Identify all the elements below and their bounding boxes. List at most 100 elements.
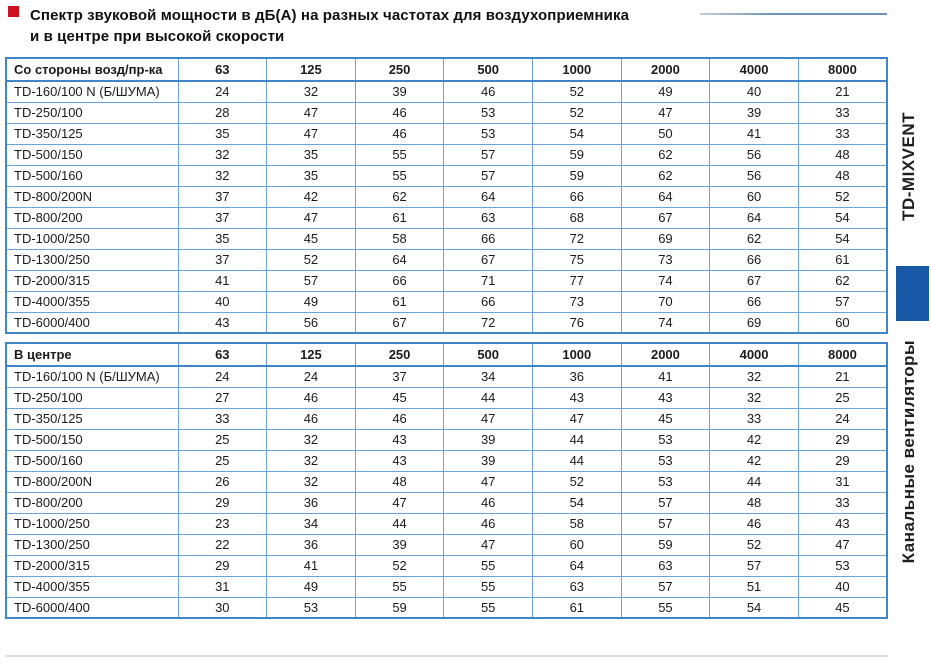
value-cell: 29 bbox=[177, 554, 268, 577]
value-cell: 45 bbox=[266, 227, 356, 250]
value-cell: 33 bbox=[797, 101, 888, 124]
value-cell: 35 bbox=[266, 164, 356, 187]
value-cell: 27 bbox=[177, 386, 268, 409]
value-cell: 56 bbox=[709, 143, 799, 166]
value-cell: 36 bbox=[266, 533, 356, 556]
value-cell: 29 bbox=[177, 491, 268, 514]
value-cell: 40 bbox=[177, 290, 268, 313]
frequency-header-cell: 2000 bbox=[620, 57, 711, 82]
table-row: TD-800/200N 37 42 62 64 66 64 60 52 bbox=[5, 185, 888, 208]
value-cell: 47 bbox=[532, 407, 622, 430]
model-cell: TD-4000/355 bbox=[5, 575, 179, 598]
table-row: TD-2000/315 29 41 52 55 64 63 57 53 bbox=[5, 554, 888, 577]
value-cell: 33 bbox=[709, 407, 799, 430]
value-cell: 33 bbox=[797, 491, 888, 514]
value-cell: 64 bbox=[532, 554, 622, 577]
value-cell: 53 bbox=[443, 122, 533, 145]
value-cell: 46 bbox=[354, 101, 445, 124]
value-cell: 54 bbox=[709, 596, 799, 619]
value-cell: 69 bbox=[620, 227, 711, 250]
value-cell: 61 bbox=[797, 248, 888, 271]
value-cell: 72 bbox=[443, 311, 533, 334]
value-cell: 33 bbox=[797, 122, 888, 145]
value-cell: 62 bbox=[709, 227, 799, 250]
value-cell: 54 bbox=[532, 122, 622, 145]
model-cell: TD-800/200 bbox=[5, 206, 179, 229]
value-cell: 47 bbox=[620, 101, 711, 124]
table-row: TD-500/150 25 32 43 39 44 53 42 29 bbox=[5, 428, 888, 451]
value-cell: 47 bbox=[354, 491, 445, 514]
frequency-header-cell: 63 bbox=[177, 57, 268, 82]
table-row: TD-350/125 33 46 46 47 47 45 33 24 bbox=[5, 407, 888, 430]
value-cell: 24 bbox=[797, 407, 888, 430]
value-cell: 43 bbox=[354, 449, 445, 472]
model-cell: TD-500/150 bbox=[5, 428, 179, 451]
model-cell: TD-500/160 bbox=[5, 449, 179, 472]
value-cell: 53 bbox=[620, 470, 711, 493]
sidebar-category-label: Канальные вентиляторы bbox=[899, 340, 918, 564]
model-cell: TD-250/100 bbox=[5, 386, 179, 409]
value-cell: 74 bbox=[620, 311, 711, 334]
frequency-header-cell: 8000 bbox=[797, 342, 888, 367]
table-row: TD-6000/400 43 56 67 72 76 74 69 60 bbox=[5, 311, 888, 334]
value-cell: 48 bbox=[797, 143, 888, 166]
value-cell: 46 bbox=[443, 512, 533, 535]
table-row: TD-1000/250 35 45 58 66 72 69 62 54 bbox=[5, 227, 888, 250]
value-cell: 59 bbox=[532, 143, 622, 166]
value-cell: 55 bbox=[354, 575, 445, 598]
value-cell: 77 bbox=[532, 269, 622, 292]
model-cell: TD-1300/250 bbox=[5, 248, 179, 271]
value-cell: 32 bbox=[177, 143, 268, 166]
table-inlet-side: Со стороны возд/пр-ка 63 125 250 500 1000 200… bbox=[5, 57, 888, 334]
value-cell: 67 bbox=[443, 248, 533, 271]
model-cell: TD-6000/400 bbox=[5, 596, 179, 619]
value-cell: 63 bbox=[443, 206, 533, 229]
value-cell: 40 bbox=[709, 80, 799, 103]
value-cell: 23 bbox=[177, 512, 268, 535]
table-row: TD-6000/400 30 53 59 55 61 55 54 45 bbox=[5, 596, 888, 619]
value-cell: 32 bbox=[709, 365, 799, 388]
value-cell: 46 bbox=[709, 512, 799, 535]
value-cell: 57 bbox=[443, 143, 533, 166]
table-row: TD-800/200N 26 32 48 47 52 53 44 31 bbox=[5, 470, 888, 493]
value-cell: 39 bbox=[443, 449, 533, 472]
value-cell: 46 bbox=[354, 122, 445, 145]
value-cell: 46 bbox=[443, 491, 533, 514]
model-cell: TD-4000/355 bbox=[5, 290, 179, 313]
value-cell: 66 bbox=[532, 185, 622, 208]
value-cell: 73 bbox=[620, 248, 711, 271]
section-header: Спектр звуковой мощности в дБ(А) на разн… bbox=[0, 0, 931, 50]
value-cell: 43 bbox=[797, 512, 888, 535]
frequency-header-cell: 1000 bbox=[532, 57, 622, 82]
table-header-row: Со стороны возд/пр-ка 63 125 250 500 1000 200… bbox=[5, 57, 888, 82]
value-cell: 52 bbox=[709, 533, 799, 556]
value-cell: 62 bbox=[620, 143, 711, 166]
value-cell: 60 bbox=[532, 533, 622, 556]
value-cell: 35 bbox=[266, 143, 356, 166]
value-cell: 52 bbox=[266, 248, 356, 271]
sidebar-blue-square bbox=[896, 266, 929, 321]
value-cell: 57 bbox=[266, 269, 356, 292]
value-cell: 47 bbox=[443, 407, 533, 430]
table-header-row: В центре 63 125 250 500 1000 2000 4000 8000 bbox=[5, 342, 888, 367]
value-cell: 57 bbox=[443, 164, 533, 187]
sound-power-tables: Со стороны возд/пр-ка 63 125 250 500 1000 200… bbox=[5, 57, 888, 627]
value-cell: 41 bbox=[266, 554, 356, 577]
value-cell: 49 bbox=[266, 290, 356, 313]
value-cell: 49 bbox=[266, 575, 356, 598]
value-cell: 32 bbox=[266, 428, 356, 451]
value-cell: 37 bbox=[177, 185, 268, 208]
value-cell: 52 bbox=[532, 101, 622, 124]
value-cell: 49 bbox=[620, 80, 711, 103]
value-cell: 45 bbox=[620, 407, 711, 430]
value-cell: 62 bbox=[354, 185, 445, 208]
value-cell: 43 bbox=[354, 428, 445, 451]
value-cell: 46 bbox=[266, 407, 356, 430]
value-cell: 60 bbox=[797, 311, 888, 334]
value-cell: 48 bbox=[709, 491, 799, 514]
value-cell: 67 bbox=[354, 311, 445, 334]
page-bottom-rule bbox=[5, 655, 888, 657]
value-cell: 48 bbox=[797, 164, 888, 187]
value-cell: 64 bbox=[620, 185, 711, 208]
value-cell: 39 bbox=[709, 101, 799, 124]
